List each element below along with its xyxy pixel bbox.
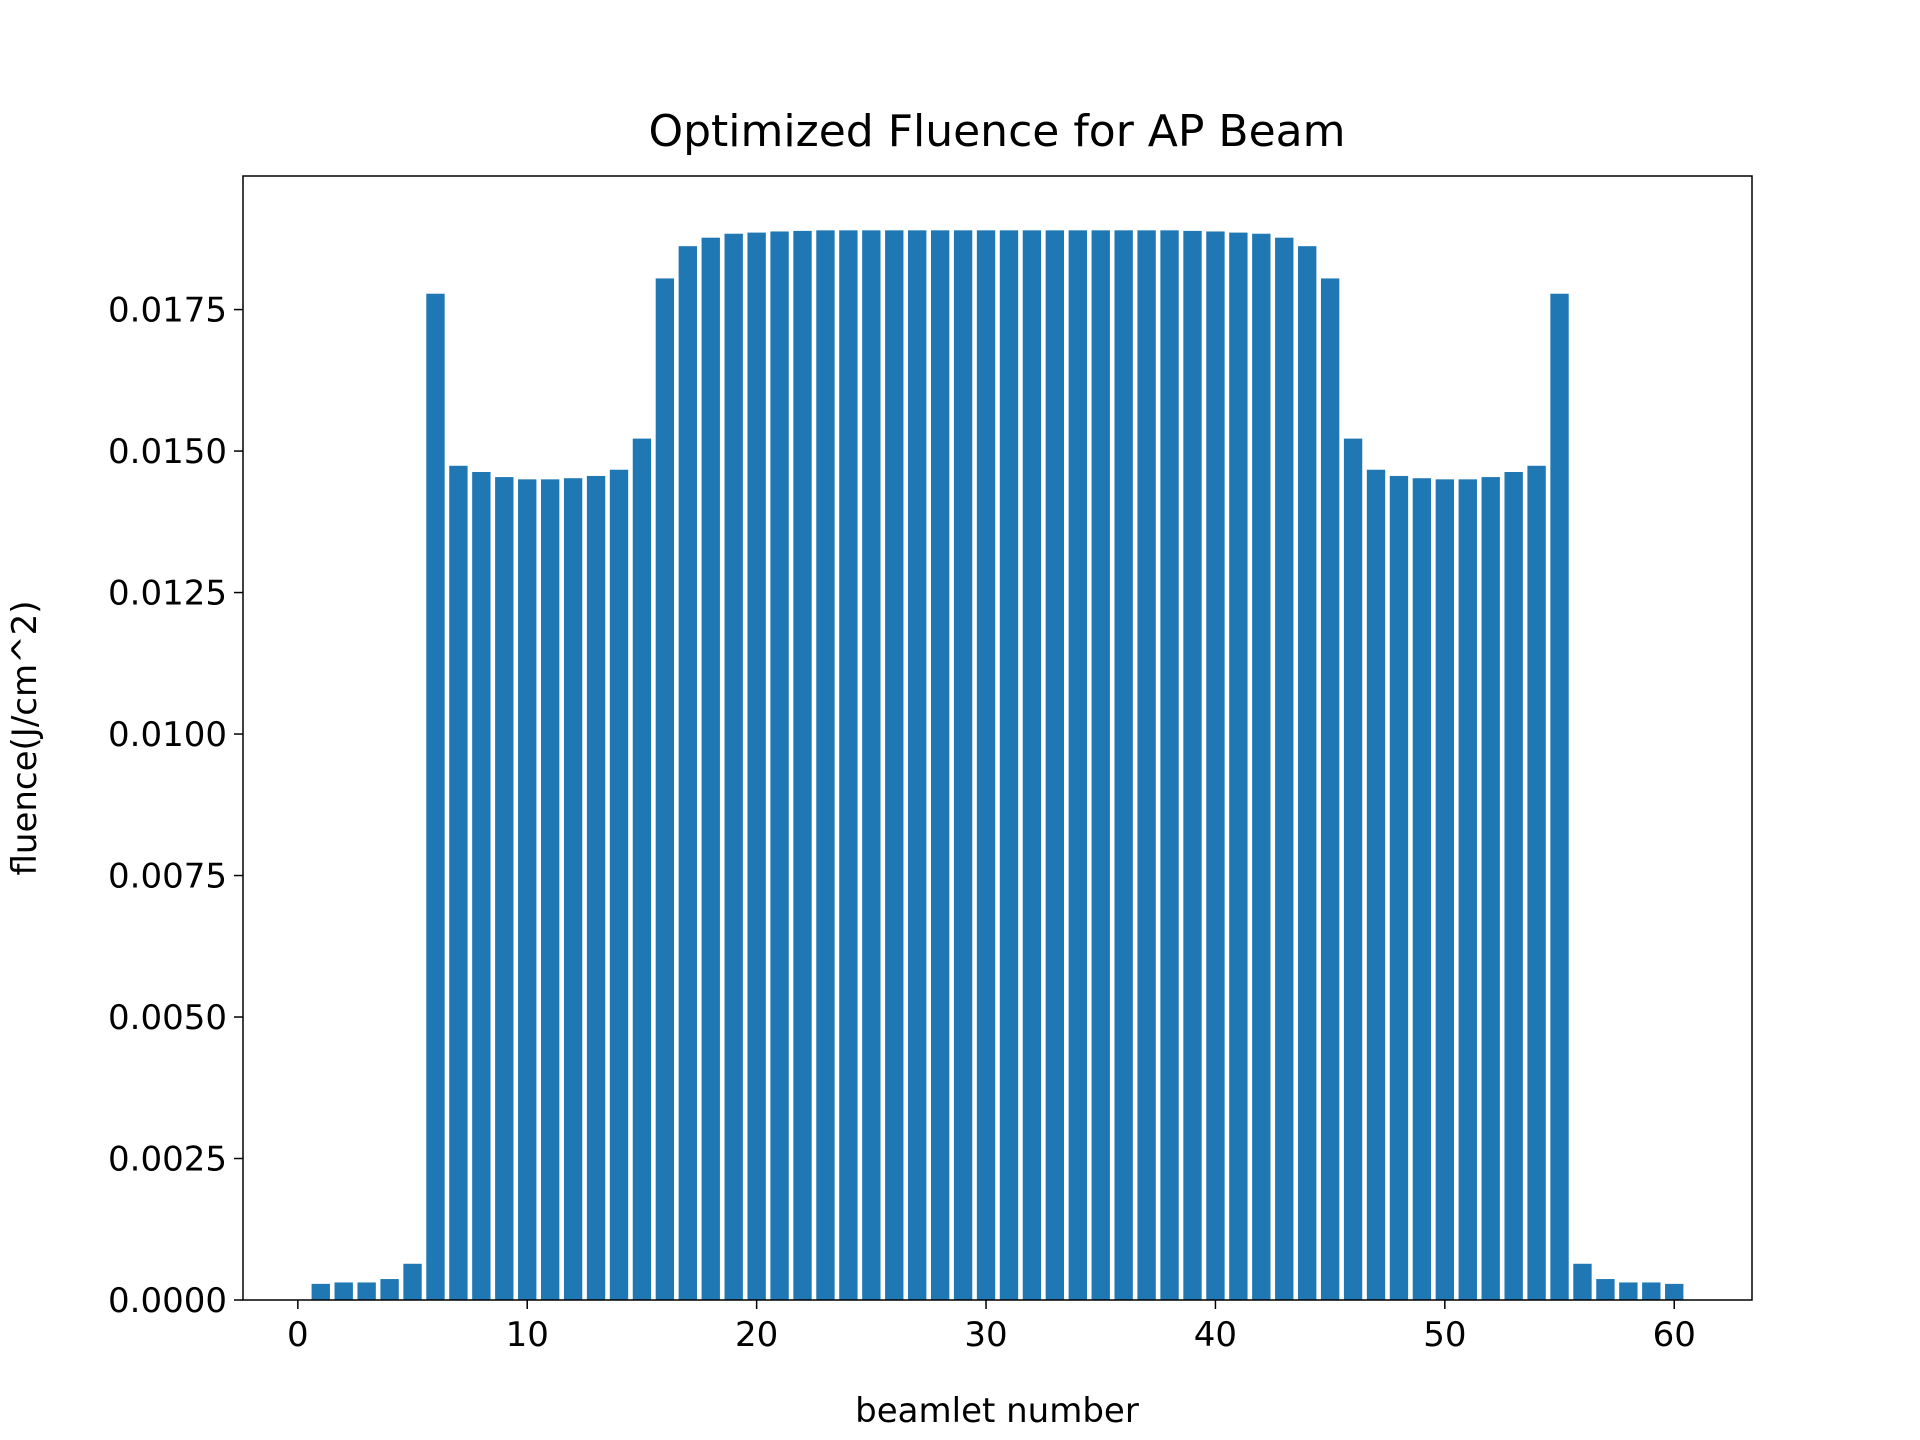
bar xyxy=(334,1282,353,1300)
bar xyxy=(747,232,766,1300)
bar xyxy=(1665,1283,1684,1300)
bar xyxy=(1366,469,1386,1300)
y-tick-label: 0.0000 xyxy=(108,1281,227,1321)
bar xyxy=(1573,1263,1592,1300)
y-tick-label: 0.0125 xyxy=(108,574,227,614)
y-tick-label: 0.0025 xyxy=(108,1140,227,1180)
bar xyxy=(862,230,881,1301)
bar xyxy=(1275,237,1294,1301)
bar xyxy=(999,230,1019,1301)
bar xyxy=(839,230,858,1301)
bar xyxy=(1298,246,1317,1301)
bar xyxy=(770,231,789,1301)
bar xyxy=(1550,293,1569,1300)
x-tick-label: 20 xyxy=(735,1315,778,1355)
bar xyxy=(1320,278,1340,1300)
bar xyxy=(1481,477,1500,1300)
bar xyxy=(1022,230,1042,1301)
bar xyxy=(1045,230,1065,1301)
x-tick-label: 10 xyxy=(506,1315,549,1355)
bar xyxy=(1137,230,1156,1301)
x-tick-label: 30 xyxy=(964,1315,1007,1355)
y-tick-label: 0.0075 xyxy=(108,857,227,897)
bar xyxy=(403,1263,422,1300)
bar xyxy=(1596,1279,1615,1300)
bar xyxy=(1206,231,1225,1301)
bar xyxy=(1458,479,1477,1301)
bar xyxy=(586,475,606,1300)
bar xyxy=(1183,230,1202,1300)
bar xyxy=(518,479,537,1301)
x-tick-label: 0 xyxy=(287,1315,309,1355)
bar xyxy=(1504,471,1523,1300)
bar xyxy=(426,293,445,1300)
bar xyxy=(563,478,583,1300)
bar xyxy=(885,230,904,1301)
bar xyxy=(1252,233,1271,1300)
bar xyxy=(1389,475,1409,1300)
bar xyxy=(311,1283,330,1300)
bar xyxy=(357,1282,376,1300)
chart-title: Optimized Fluence for AP Beam xyxy=(648,106,1345,157)
bar xyxy=(1412,478,1432,1300)
bar xyxy=(1160,230,1179,1301)
bar xyxy=(793,230,812,1300)
bar xyxy=(380,1279,399,1300)
bar xyxy=(1642,1282,1661,1300)
y-tick-label: 0.0100 xyxy=(108,715,227,755)
bar xyxy=(816,230,835,1301)
bar xyxy=(724,233,743,1300)
bar xyxy=(1527,465,1546,1300)
bar xyxy=(1229,232,1248,1300)
bar xyxy=(632,438,652,1301)
bar xyxy=(540,479,560,1301)
bar xyxy=(1068,230,1087,1301)
plot-frame xyxy=(242,175,1753,1301)
y-axis-label: fluence(J/cm^2) xyxy=(5,601,45,876)
bar xyxy=(930,230,950,1301)
bar xyxy=(449,465,468,1300)
bar xyxy=(976,230,996,1301)
x-tick-label: 60 xyxy=(1653,1315,1696,1355)
bar xyxy=(1343,438,1363,1301)
x-tick-label: 40 xyxy=(1194,1315,1237,1355)
bar xyxy=(1435,479,1455,1301)
bar xyxy=(1091,230,1110,1301)
bar xyxy=(495,477,514,1300)
x-tick-label: 50 xyxy=(1423,1315,1466,1355)
bar xyxy=(701,237,720,1301)
y-tick-label: 0.0150 xyxy=(108,432,227,472)
bar xyxy=(609,469,629,1300)
bar xyxy=(1619,1282,1638,1300)
y-tick-label: 0.0175 xyxy=(108,291,227,331)
bar xyxy=(678,246,697,1301)
bar xyxy=(655,278,675,1300)
bar xyxy=(953,230,973,1301)
x-axis-label: beamlet number xyxy=(855,1391,1139,1431)
bar xyxy=(1114,230,1133,1301)
y-tick-label: 0.0050 xyxy=(108,998,227,1038)
bar xyxy=(472,471,491,1300)
bar xyxy=(908,230,927,1301)
